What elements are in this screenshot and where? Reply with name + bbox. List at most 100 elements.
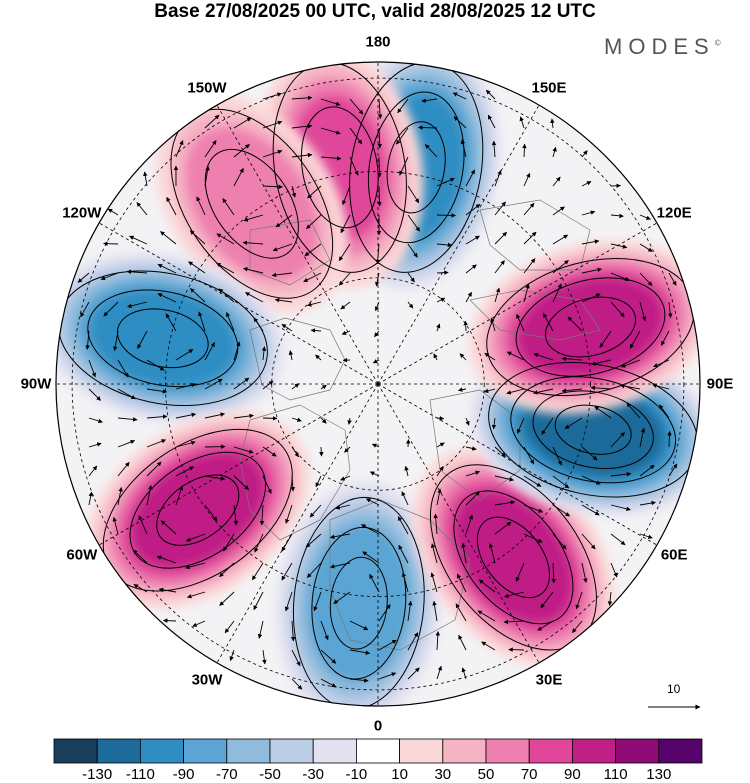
- wind-vector: [523, 283, 530, 303]
- wind-vector: [465, 169, 476, 187]
- height-contour: [87, 289, 239, 388]
- wind-vector: [639, 301, 647, 322]
- wind-vector: [478, 579, 496, 593]
- wind-vector: [542, 313, 554, 332]
- wind-vector: [188, 261, 206, 274]
- wind-vector: [378, 672, 397, 680]
- wind-vector: [488, 543, 496, 564]
- wind-vector: [224, 620, 235, 634]
- wind-vector: [485, 89, 496, 100]
- wind-vector: [291, 446, 300, 458]
- wind-vector: [484, 352, 496, 361]
- colorbar-tick-label: -70: [215, 766, 238, 783]
- wind-vector: [225, 312, 235, 332]
- wind-vector: [304, 243, 322, 257]
- wind-vector: [591, 359, 612, 366]
- wind-vector: [552, 260, 569, 274]
- wind-vector: [668, 272, 677, 286]
- wind-vector: [253, 317, 264, 332]
- height-contour: [532, 390, 654, 470]
- wind-vector: [137, 330, 148, 350]
- wind-vector: [204, 342, 216, 361]
- wind-vector: [436, 465, 444, 477]
- wind-vector: [658, 404, 670, 419]
- wind-vector: [158, 587, 177, 593]
- wind-vector: [516, 313, 525, 332]
- wind-vector: [552, 206, 565, 216]
- wind-vector: [519, 116, 525, 129]
- wind-vector: [407, 243, 418, 258]
- wind-vector: [564, 417, 583, 429]
- wind-vector: [175, 412, 197, 419]
- lon-label-120e: 120E: [656, 204, 692, 222]
- wind-vector: [335, 504, 351, 510]
- wind-vector: [491, 140, 497, 158]
- wind-vector: [189, 288, 206, 303]
- wind-vector: [581, 504, 600, 516]
- coastline: [239, 404, 351, 541]
- wind-vector: [594, 406, 612, 419]
- wind-vector: [465, 514, 474, 535]
- wind-vector: [157, 293, 177, 303]
- height-contour: [453, 490, 574, 625]
- wind-vector: [365, 498, 380, 506]
- wind-vector: [204, 475, 226, 481]
- wind-vector: [166, 196, 177, 216]
- wind-vector: [465, 446, 477, 451]
- wind-vector: [129, 235, 148, 245]
- wind-vector: [281, 533, 293, 552]
- wind-vector: [146, 439, 167, 448]
- wind-vector: [436, 297, 446, 303]
- wind-vector: [522, 143, 527, 158]
- wind-vector: [175, 440, 196, 448]
- wind-vector: [315, 354, 322, 361]
- wind-vector: [103, 301, 119, 317]
- lon-label-0: 0: [373, 717, 383, 735]
- wind-vector: [143, 171, 148, 187]
- wind-vector: [288, 350, 294, 361]
- wind-vector: [575, 591, 583, 610]
- wind-vector: [660, 330, 670, 346]
- wind-vector: [494, 446, 506, 458]
- wind-vector: [216, 233, 235, 245]
- wind-vector: [581, 210, 596, 216]
- wind-vector: [639, 272, 653, 286]
- wind-vector: [407, 272, 415, 283]
- wind-vector: [561, 388, 583, 393]
- colorbar-segment: [442, 738, 487, 764]
- wind-vector: [291, 417, 302, 422]
- wind-vector: [319, 446, 324, 457]
- wind-vector: [626, 402, 641, 419]
- wind-vector: [291, 152, 313, 158]
- wind-vector: [401, 491, 409, 506]
- wind-vector: [667, 301, 673, 319]
- wind-vector: [407, 667, 420, 680]
- wind-vector: [581, 446, 598, 461]
- wind-vector: [88, 388, 101, 401]
- wind-vector: [320, 384, 327, 390]
- wind-vector: [581, 562, 588, 584]
- wind-vector: [107, 208, 119, 216]
- colorbar-tick-label: -110: [125, 766, 155, 783]
- wind-vector: [340, 475, 351, 481]
- wind-vector: [88, 417, 103, 424]
- wind-vector: [516, 417, 525, 434]
- wind-vector: [341, 330, 351, 335]
- wind-vector: [349, 127, 363, 145]
- colorbar-tick-label: -50: [259, 766, 281, 783]
- lon-label-180: 180: [365, 33, 391, 51]
- wind-vector: [523, 504, 544, 513]
- wind-vector: [581, 475, 601, 485]
- wind-vector: [284, 591, 293, 612]
- colorbar-tick-label: 110: [603, 766, 628, 783]
- wind-vector: [552, 234, 569, 245]
- wind-vector: [465, 491, 480, 506]
- lon-label-30w: 30W: [191, 671, 223, 689]
- wind-vector: [291, 185, 297, 198]
- wind-vector: [639, 243, 653, 252]
- wind-vector: [320, 156, 342, 161]
- wind-vector: [407, 185, 420, 204]
- wind-vector: [186, 591, 206, 599]
- wind-vector: [305, 533, 322, 548]
- wind-vector: [285, 504, 293, 524]
